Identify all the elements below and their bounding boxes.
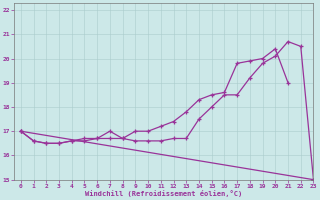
X-axis label: Windchill (Refroidissement éolien,°C): Windchill (Refroidissement éolien,°C) [85,190,243,197]
